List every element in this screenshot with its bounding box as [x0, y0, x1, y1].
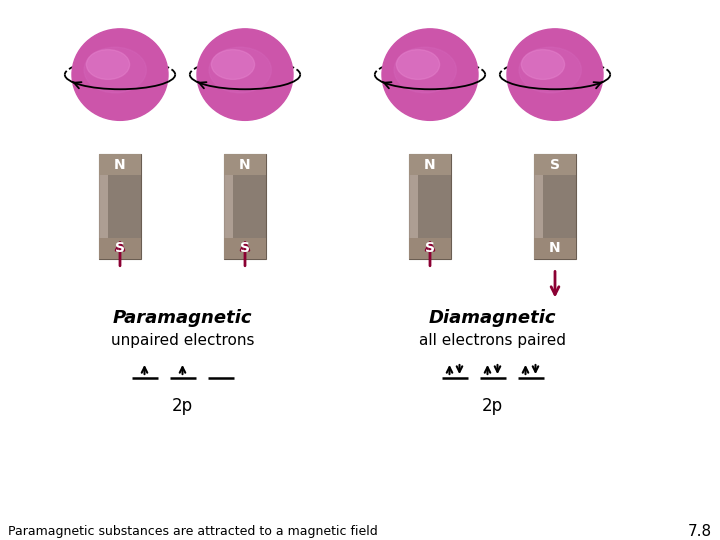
Ellipse shape: [86, 50, 130, 79]
Ellipse shape: [197, 29, 293, 120]
Ellipse shape: [209, 47, 271, 93]
Text: all electrons paired: all electrons paired: [419, 333, 566, 348]
Ellipse shape: [397, 50, 440, 79]
Text: Paramagnetic: Paramagnetic: [113, 309, 252, 327]
Text: N: N: [424, 158, 436, 172]
Text: 2p: 2p: [482, 397, 503, 415]
FancyBboxPatch shape: [99, 238, 141, 259]
Text: N: N: [549, 241, 561, 255]
Ellipse shape: [72, 29, 168, 120]
Text: N: N: [114, 158, 126, 172]
Ellipse shape: [212, 50, 255, 79]
Text: S: S: [425, 241, 435, 255]
FancyBboxPatch shape: [409, 154, 451, 175]
FancyBboxPatch shape: [99, 154, 141, 175]
FancyBboxPatch shape: [409, 154, 418, 259]
FancyBboxPatch shape: [224, 154, 233, 259]
FancyBboxPatch shape: [224, 238, 266, 259]
FancyBboxPatch shape: [534, 154, 544, 259]
FancyBboxPatch shape: [534, 238, 576, 259]
FancyBboxPatch shape: [409, 238, 451, 259]
FancyBboxPatch shape: [99, 154, 141, 259]
Text: S: S: [115, 241, 125, 255]
FancyBboxPatch shape: [224, 154, 266, 175]
Text: Paramagnetic substances are attracted to a magnetic field: Paramagnetic substances are attracted to…: [8, 525, 378, 538]
Text: S: S: [550, 158, 560, 172]
Text: N: N: [239, 158, 251, 172]
FancyBboxPatch shape: [534, 154, 576, 175]
Ellipse shape: [521, 50, 564, 79]
Text: 7.8: 7.8: [688, 524, 712, 539]
FancyBboxPatch shape: [409, 154, 451, 259]
Ellipse shape: [394, 47, 456, 93]
Text: unpaired electrons: unpaired electrons: [111, 333, 254, 348]
FancyBboxPatch shape: [99, 154, 108, 259]
Ellipse shape: [84, 47, 146, 93]
Text: 2p: 2p: [172, 397, 193, 415]
Text: S: S: [240, 241, 250, 255]
Ellipse shape: [507, 29, 603, 120]
FancyBboxPatch shape: [534, 154, 576, 259]
FancyBboxPatch shape: [224, 154, 266, 259]
Ellipse shape: [382, 29, 478, 120]
Text: Diamagnetic: Diamagnetic: [428, 309, 557, 327]
Ellipse shape: [519, 47, 582, 93]
